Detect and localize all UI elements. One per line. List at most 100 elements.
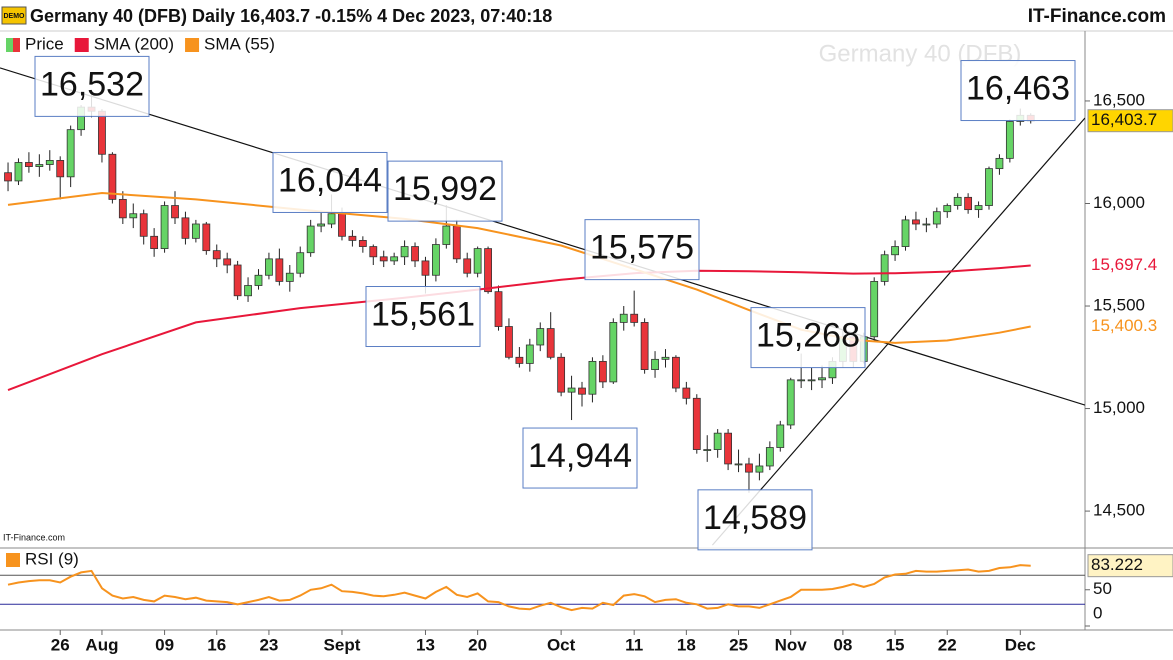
candle-body [807,379,816,382]
candle-body [536,328,545,346]
candle-body [296,252,305,274]
x-tick-label: 18 [677,635,696,654]
candle-body [442,225,451,245]
candle-body [14,162,23,182]
candle-body [525,344,534,364]
annotation-label: 16,044 [278,161,382,199]
candle-body [108,153,117,200]
candle-body [212,250,221,260]
legend-swatch [6,38,13,52]
legend-swatch [74,38,89,52]
candle-body [1005,121,1014,159]
candle-body [265,258,273,276]
candle-body [390,256,399,262]
candle-body [317,223,326,227]
y-tick-label: 50 [1093,579,1112,598]
legend-swatch [6,553,20,567]
candle-body [661,356,670,360]
x-tick-label: 25 [729,635,748,654]
candle-body [4,172,12,182]
candle-body [327,213,336,225]
candle-body [953,196,962,206]
x-tick-label: 08 [833,635,852,654]
demo-badge-box [1,6,27,25]
candle-body [995,157,1004,170]
candle-body [786,379,795,426]
price-tag: 15,697.4 [1091,255,1157,274]
annotation-box [750,307,866,369]
candle-body [985,168,993,206]
annotation-label: 15,561 [371,295,475,333]
candle-body [505,326,513,358]
annotation-box [960,60,1076,122]
legend-label: SMA (200) [94,34,174,53]
candle-body [473,248,482,274]
candle-body [160,205,169,250]
annotation-label: 15,268 [756,317,860,355]
trend-line [711,117,1085,546]
candle-body [338,213,346,237]
candle-body [567,387,576,393]
candle-body [254,274,263,286]
x-tick-label: 13 [416,635,435,654]
candle-body [411,246,419,262]
candle-body [275,258,284,282]
y-tick-label: 15,500 [1093,296,1145,315]
x-tick-label: 22 [938,635,957,654]
annotation-box [365,286,481,348]
candle-body [901,219,910,247]
annotation-box [697,489,813,551]
candle-body [672,356,680,389]
candle-body [818,377,826,381]
candle-body [724,432,732,465]
candle-body [223,258,232,266]
candle-body [776,424,785,448]
x-tick-label: 16 [207,635,226,654]
annotation-label: 15,575 [590,229,694,267]
candle-body [452,225,461,260]
candle-body [943,205,952,213]
candle-body [171,205,179,219]
candle-body [651,358,659,370]
y-tick-label: 16,000 [1093,193,1145,212]
annotation-box [522,427,638,489]
rsi-plot [0,564,1085,612]
candle-body [598,360,607,383]
candle-body [25,162,33,167]
y-tick-label: 16,500 [1093,90,1145,109]
candle-body [891,246,899,256]
price-tag: 15,400.3 [1091,316,1157,335]
candle-body [181,217,190,239]
chart-title: Germany 40 (DFB) Daily 16,403.7 -0.15% 4… [30,6,552,26]
candle-body [431,244,440,276]
price-tag: 83.222 [1091,555,1143,574]
x-tick-label: 23 [259,635,278,654]
legend-label: SMA (55) [204,34,275,53]
y-tick-label: 15,000 [1093,398,1145,417]
candle-body [129,213,138,219]
annotation-box [272,151,388,213]
candle-body [306,225,315,254]
candle-body [713,432,722,450]
annotation-label: 16,463 [966,70,1070,108]
credit: IT-Finance.com [3,532,65,542]
candle-body [463,258,472,274]
candle-body [348,235,357,241]
candle-body [964,196,973,211]
candle-body [118,198,127,219]
legend-label: RSI (9) [25,549,79,568]
candle-body [922,223,931,226]
candle-body [734,463,743,466]
annotation-label: 14,944 [528,437,632,475]
candle-body [640,322,649,370]
x-tick-label: 26 [51,635,70,654]
site-name[interactable]: IT-Finance.com [1028,6,1166,27]
candle-body [66,129,75,178]
y-tick-label: 14,500 [1093,501,1145,520]
candle-body [244,285,252,297]
candle-body [630,313,639,323]
candle-body [421,260,430,276]
candle-body [379,256,388,262]
x-tick-label: Sept [324,635,361,654]
price-plot [0,67,1085,546]
